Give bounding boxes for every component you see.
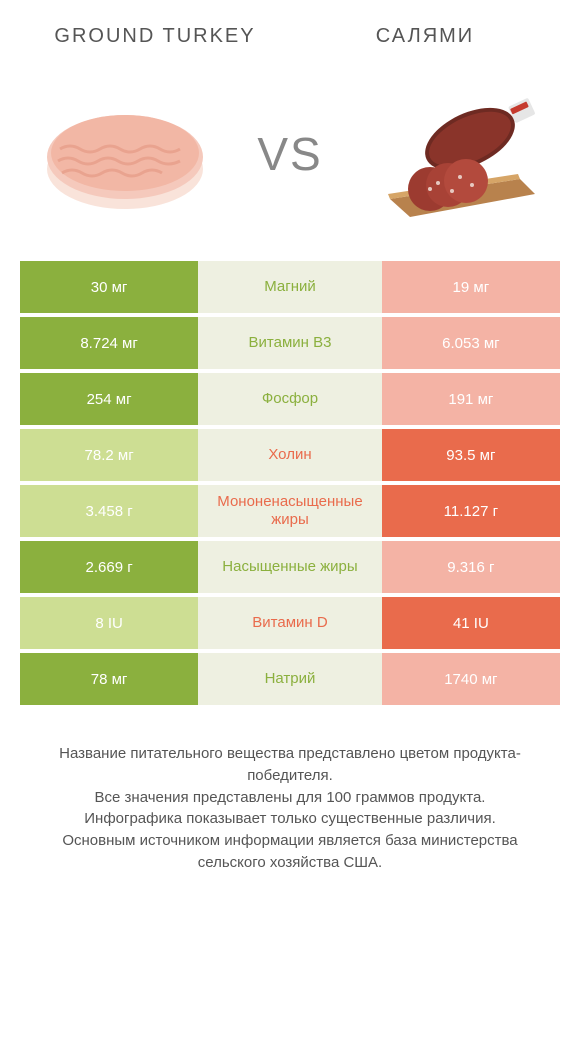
footnote-line: Все значения представлены для 100 граммо… [32,787,548,809]
title-left: GROUND TURKEY [40,24,270,49]
value-left: 3.458 г [20,485,198,537]
title-row: GROUND TURKEY САЛЯМИ [20,24,560,49]
nutrient-name: Фосфор [198,373,382,425]
value-right: 191 мг [382,373,560,425]
value-right: 19 мг [382,261,560,313]
value-left: 254 мг [20,373,198,425]
value-right: 6.053 мг [382,317,560,369]
footnote-line: Основным источником информации является … [32,830,548,874]
product-image-left [30,79,220,229]
table-row: 30 мгМагний19 мг [20,261,560,313]
nutrient-name: Насыщенные жиры [198,541,382,593]
nutrient-name: Магний [198,261,382,313]
table-row: 78 мгНатрий1740 мг [20,653,560,705]
product-image-right [360,79,550,229]
value-right: 41 IU [382,597,560,649]
footnote-line: Инфографика показывает только существенн… [32,808,548,830]
hero-row: VS [20,79,560,261]
footnote: Название питательного вещества представл… [20,743,560,874]
table-row: 78.2 мгХолин93.5 мг [20,429,560,481]
value-left: 78.2 мг [20,429,198,481]
table-row: 8 IUВитамин D41 IU [20,597,560,649]
nutrient-table: 30 мгМагний19 мг8.724 мгВитамин B36.053 … [20,261,560,709]
nutrient-name: Витамин B3 [198,317,382,369]
value-left: 8 IU [20,597,198,649]
table-row: 3.458 гМононенасыщенные жиры11.127 г [20,485,560,537]
value-left: 30 мг [20,261,198,313]
value-right: 93.5 мг [382,429,560,481]
table-row: 254 мгФосфор191 мг [20,373,560,425]
value-left: 78 мг [20,653,198,705]
value-right: 9.316 г [382,541,560,593]
value-left: 8.724 мг [20,317,198,369]
value-left: 2.669 г [20,541,198,593]
nutrient-name: Мононенасыщенные жиры [198,485,382,537]
title-right: САЛЯМИ [310,24,540,49]
value-right: 1740 мг [382,653,560,705]
value-right: 11.127 г [382,485,560,537]
table-row: 8.724 мгВитамин B36.053 мг [20,317,560,369]
footnote-line: Название питательного вещества представл… [32,743,548,787]
vs-label: VS [257,127,322,181]
nutrient-name: Холин [198,429,382,481]
nutrient-name: Витамин D [198,597,382,649]
nutrient-name: Натрий [198,653,382,705]
table-row: 2.669 гНасыщенные жиры9.316 г [20,541,560,593]
